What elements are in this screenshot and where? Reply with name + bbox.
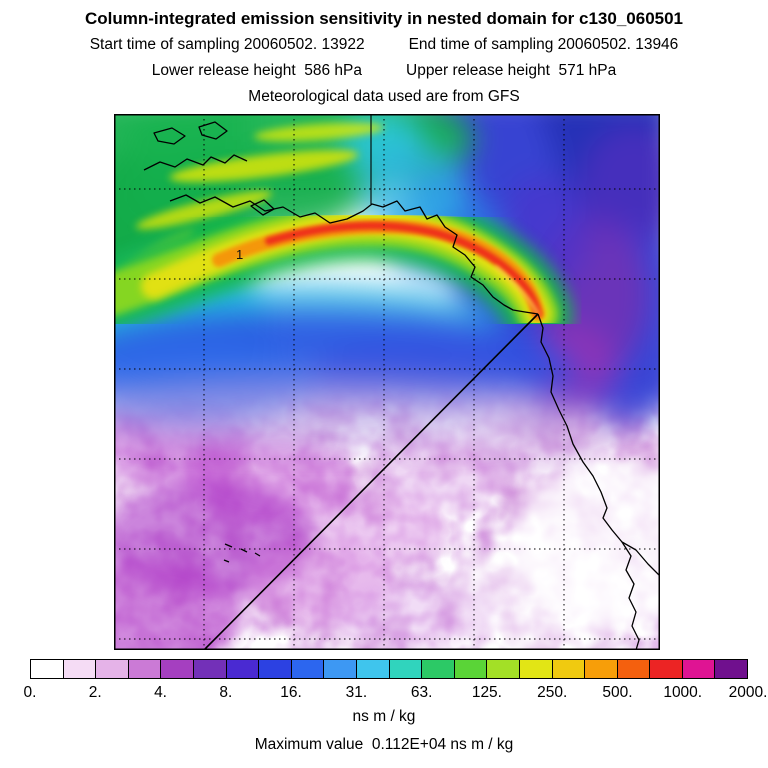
colorbar-tick-label: 2. bbox=[88, 684, 102, 701]
flight-track-line bbox=[203, 313, 539, 650]
figure-title: Column-integrated emission sensitivity i… bbox=[84, 9, 684, 28]
colorbar-segment bbox=[453, 660, 487, 678]
colorbar-segment bbox=[551, 660, 585, 678]
colorbar-tick-label: 1000. bbox=[663, 684, 703, 701]
emission-plume bbox=[114, 191, 573, 350]
colorbar-segment bbox=[258, 660, 291, 678]
colorbar-segment bbox=[681, 660, 715, 678]
sampling-time-line: Start time of sampling 20060502. 13922 E… bbox=[0, 32, 768, 58]
colorbar-segment bbox=[225, 660, 259, 678]
colorbar-segment bbox=[192, 660, 226, 678]
colorbar-tick-label: 63. bbox=[410, 684, 433, 701]
colorbar-segment bbox=[421, 660, 454, 678]
map-panel: 1 bbox=[114, 114, 660, 650]
colorbar-segment bbox=[616, 660, 650, 678]
upper-release-text: Upper release height 571 hPa bbox=[406, 62, 617, 79]
colorbar-tick-label: 16. bbox=[280, 684, 302, 701]
colorbar-segment bbox=[160, 660, 193, 678]
hawaii-islands bbox=[223, 543, 261, 563]
colorbar-segment bbox=[584, 660, 617, 678]
colorbar-tick-label: 4. bbox=[154, 684, 167, 701]
figure-header: Column-integrated emission sensitivity i… bbox=[0, 6, 768, 110]
colorbar-segment bbox=[290, 660, 324, 678]
map-border bbox=[114, 114, 660, 650]
colorbar bbox=[30, 659, 748, 679]
colorbar-segment bbox=[62, 660, 96, 678]
colorbar-segment bbox=[95, 660, 128, 678]
colorbar-segment bbox=[127, 660, 161, 678]
colorbar-tick-label: 125. bbox=[471, 684, 502, 701]
grid-lines bbox=[114, 114, 660, 650]
colorbar-tick-label: 0. bbox=[23, 684, 37, 701]
sampling-end-text: End time of sampling 20060502. 13946 bbox=[408, 36, 679, 53]
met-data-text: Meteorological data used are from GFS bbox=[248, 88, 520, 105]
colorbar-segment bbox=[31, 660, 63, 678]
coastlines bbox=[143, 114, 660, 650]
release-height-line: Lower release height 586 hPa Upper relea… bbox=[0, 58, 768, 84]
colorbar-tick-label: 31. bbox=[345, 684, 368, 701]
colorbar-tick-label: 2000. bbox=[728, 684, 768, 701]
colorbar-units: ns m / kg bbox=[352, 708, 416, 725]
colorbar-segment bbox=[323, 660, 356, 678]
lower-release-text: Lower release height 586 hPa bbox=[151, 62, 362, 79]
colorbar-tick-label: 500. bbox=[602, 684, 633, 701]
colorbar-segment bbox=[355, 660, 389, 678]
colorbar-segment bbox=[518, 660, 552, 678]
sensitivity-map: 1 bbox=[114, 114, 660, 650]
colorbar-segment bbox=[649, 660, 682, 678]
colorbar-tick-label: 8. bbox=[219, 684, 233, 701]
max-value-text: Maximum value 0.112E+04 ns m / kg bbox=[254, 736, 514, 753]
colorbar-segment bbox=[388, 660, 422, 678]
colorbar-segment bbox=[486, 660, 519, 678]
colorbar-tick-labels: 0. 2. 4. 8. 16. 31. 63. 125. 250. 500. 1000. 2000. bbox=[24, 684, 768, 702]
colorbar-segment bbox=[714, 660, 748, 678]
colorbar-tick-label: 250. bbox=[537, 684, 568, 701]
contour-label: 1 bbox=[236, 247, 243, 262]
sampling-start-text: Start time of sampling 20060502. 13922 bbox=[89, 36, 365, 53]
